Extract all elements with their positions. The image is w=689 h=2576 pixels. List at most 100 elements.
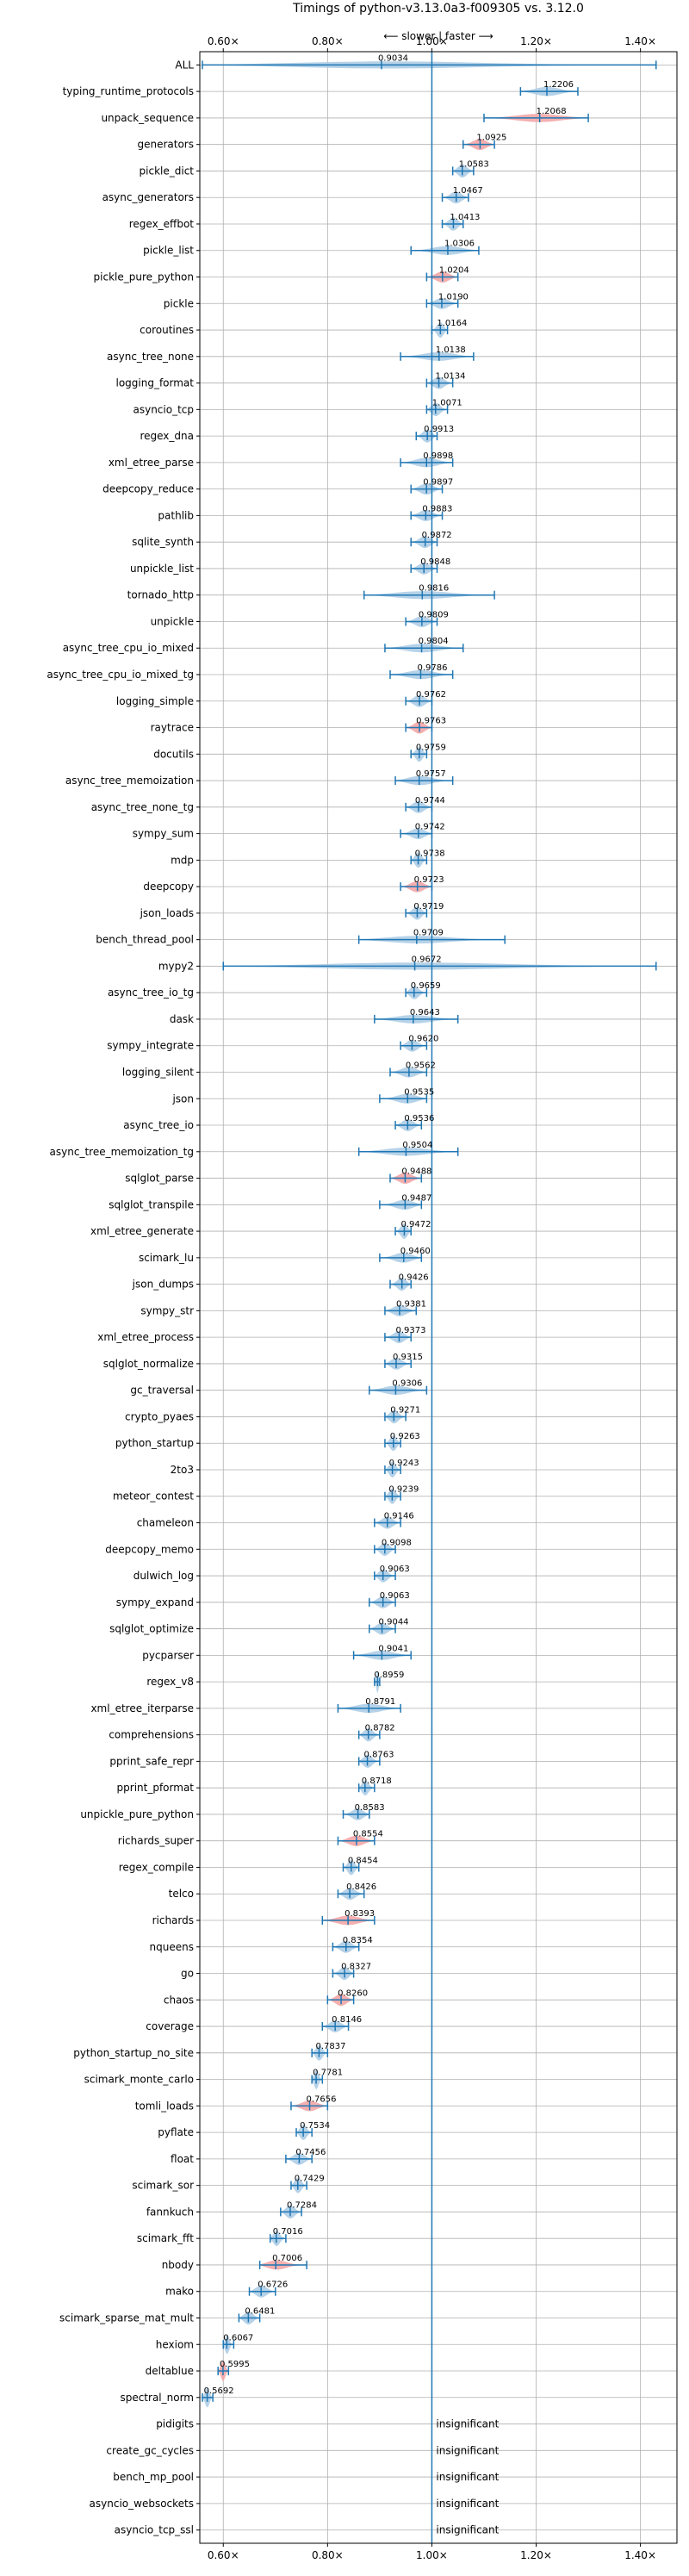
value-label: 0.8327 [341, 1963, 371, 1972]
benchmark-name: sympy_str [140, 1304, 194, 1316]
value-label: 1.2068 [537, 107, 567, 116]
benchmark-name: coroutines [140, 324, 194, 336]
insignificant-label: insignificant [436, 2471, 499, 2483]
value-label: 0.9872 [422, 531, 452, 540]
value-label: 0.9723 [414, 875, 444, 885]
x-tick-label-top: 0.80× [312, 35, 344, 47]
benchmark-name: async_tree_none [107, 351, 194, 363]
value-label: 0.9041 [378, 1644, 408, 1653]
value-label: 0.7534 [300, 2121, 330, 2131]
value-label: 0.9426 [399, 1273, 429, 1283]
value-label: 0.9659 [411, 981, 441, 991]
benchmark-name: deepcopy_reduce [102, 483, 194, 495]
value-label: 0.9883 [422, 504, 452, 513]
benchmark-name: richards_super [118, 1835, 194, 1847]
benchmark-name: mypy2 [158, 960, 194, 972]
value-label: 0.7837 [315, 2042, 345, 2051]
value-label: 0.8260 [338, 1988, 368, 1998]
value-label: 0.9562 [406, 1061, 436, 1070]
value-label: 0.9738 [415, 849, 445, 858]
benchmark-name: xml_etree_parse [109, 457, 194, 469]
benchmark-name: sqlite_synth [132, 536, 194, 548]
benchmark-name: generators [137, 139, 194, 151]
value-label: 0.9786 [417, 663, 447, 673]
benchmark-name: asyncio_tcp [133, 403, 194, 415]
value-label: 0.6067 [223, 2333, 253, 2343]
violins [202, 60, 657, 2408]
benchmark-name: async_tree_cpu_io_mixed [63, 642, 194, 654]
benchmark-name: async_tree_io [123, 1119, 194, 1131]
benchmark-name: bench_thread_pool [96, 934, 194, 946]
benchmark-name: logging_simple [116, 695, 194, 707]
value-label: 0.8554 [353, 1830, 383, 1839]
benchmark-name: async_generators [102, 191, 194, 203]
benchmark-name: logging_silent [122, 1066, 194, 1078]
benchmark-name: sympy_integrate [107, 1040, 194, 1052]
value-label: 0.7456 [295, 2148, 326, 2157]
x-tick-label-bottom: 1.20× [520, 2549, 552, 2561]
benchmark-name: tomli_loads [135, 2100, 194, 2112]
benchmark-name: create_gc_cycles [106, 2444, 194, 2456]
benchmark-name: regex_effbot [129, 218, 195, 230]
insignificant-label: insignificant [436, 2524, 499, 2536]
benchmark-name: fannkuch [146, 2206, 194, 2218]
value-label: 0.9146 [384, 1512, 414, 1521]
benchmark-name: float [171, 2153, 194, 2165]
x-tick-label-bottom: 1.40× [624, 2549, 656, 2561]
value-label: 0.9044 [379, 1618, 409, 1627]
benchmark-name: pyflate [158, 2126, 194, 2138]
benchmark-name: pickle_list [143, 245, 194, 257]
value-label: 0.9373 [395, 1326, 425, 1335]
benchmark-name: python_startup_no_site [73, 2047, 194, 2059]
value-label: 0.7429 [295, 2175, 325, 2184]
value-label: 0.9809 [419, 610, 449, 619]
value-label: 1.0138 [436, 345, 466, 355]
benchmark-name: pycparser [142, 1649, 194, 1661]
value-label: 0.7656 [307, 2094, 337, 2104]
value-label: 0.9643 [410, 1008, 440, 1017]
value-label: 0.8454 [348, 1856, 378, 1865]
axes: 0.60× 0.60× 0.80× 0.80× 1.00× 1.00× 1.20× 1.20×… [47, 35, 678, 2561]
value-label: 0.9239 [388, 1485, 419, 1495]
benchmark-name: asyncio_websockets [90, 2498, 194, 2510]
value-label: 1.0164 [437, 319, 467, 328]
benchmark-name: sympy_sum [133, 828, 194, 840]
benchmark-name: json_loads [140, 907, 194, 919]
benchmark-name: chameleon [137, 1517, 194, 1529]
value-label: 0.6481 [245, 2306, 275, 2316]
plot-frame [199, 51, 678, 2544]
benchmark-name: go [181, 1968, 194, 1980]
benchmark-name: pprint_pformat [117, 1782, 195, 1794]
benchmark-name: pprint_safe_repr [109, 1755, 194, 1767]
benchmark-name: deltablue [146, 2365, 194, 2377]
benchmark-name: nqueens [150, 1941, 194, 1953]
x-tick-label-top: 1.20× [520, 35, 552, 47]
benchmark-name: comprehensions [109, 1729, 194, 1741]
benchmark-name: async_tree_memoization [65, 775, 194, 787]
benchmark-name: deepcopy [143, 880, 194, 893]
benchmark-name: mako [165, 2286, 194, 2298]
x-tick-label-top: 0.60× [208, 35, 239, 47]
benchmark-name: scimark_sor [132, 2180, 194, 2192]
value-label: 0.8959 [374, 1671, 404, 1680]
value-label: 0.9762 [416, 690, 446, 700]
benchmark-name: json [171, 1092, 194, 1104]
benchmark-name: mdp [171, 854, 194, 866]
value-label: 0.9719 [413, 902, 444, 912]
benchmark-name: json_dumps [132, 1279, 194, 1291]
value-label: 0.9898 [423, 451, 453, 461]
x-tick-label-top: 1.00× [416, 35, 448, 47]
benchmark-name: sqlglot_parse [125, 1173, 194, 1185]
value-label: 0.9744 [415, 796, 445, 806]
benchmark-name: pathlib [158, 509, 194, 521]
benchmark-name: scimark_monte_carlo [84, 2074, 194, 2086]
benchmark-name: sympy_expand [116, 1596, 194, 1608]
benchmark-name: regex_v8 [146, 1676, 194, 1688]
benchmark-name: tornado_http [127, 589, 194, 601]
benchmark-name: docutils [153, 748, 194, 760]
benchmark-name: unpickle_list [130, 563, 194, 575]
value-label: 0.9816 [419, 584, 449, 594]
benchmark-name: coverage [146, 2020, 194, 2032]
value-label: 0.9271 [390, 1405, 420, 1415]
benchmark-name: xml_etree_generate [90, 1225, 194, 1237]
